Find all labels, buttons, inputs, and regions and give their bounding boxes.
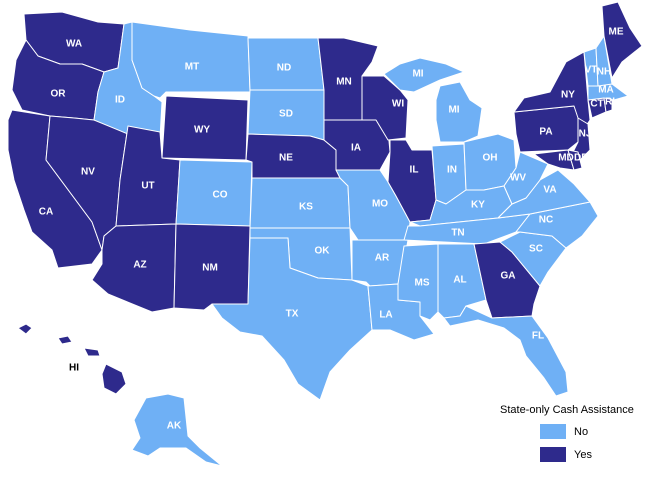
state-me[interactable] (601, 1, 643, 79)
state-wi[interactable] (361, 75, 409, 141)
label-az: AZ (133, 260, 146, 271)
state-de[interactable] (567, 149, 583, 171)
label-wv: WV (510, 173, 526, 184)
state-nh[interactable] (595, 35, 613, 87)
label-ok: OK (315, 246, 331, 257)
label-ne: NE (279, 153, 293, 164)
label-md: MD (558, 153, 574, 164)
label-wy: WY (194, 125, 210, 136)
label-ms: MS (415, 278, 430, 289)
label-nc: NC (539, 215, 553, 226)
state-fl[interactable] (443, 305, 569, 397)
legend-swatch-yes (540, 447, 566, 462)
label-ar: AR (375, 253, 390, 264)
state-hi[interactable] (17, 323, 127, 395)
state-ak[interactable] (131, 393, 223, 467)
label-vt: VT (585, 65, 598, 76)
state-mt[interactable] (131, 21, 251, 99)
label-il: IL (410, 165, 419, 176)
label-oh: OH (483, 153, 498, 164)
label-nj: NJ (579, 129, 592, 140)
label-ia: IA (351, 143, 361, 154)
label-fl: FL (532, 331, 544, 342)
label-mi-lower: MI (448, 105, 459, 116)
hawaii-island-big (101, 363, 127, 395)
label-pa: PA (539, 127, 552, 138)
label-ri: RI (605, 97, 615, 108)
state-mi-lower[interactable] (435, 81, 483, 143)
state-tx[interactable] (211, 237, 373, 401)
label-ma: MA (598, 85, 614, 96)
hawaii-island-maui (83, 347, 101, 357)
label-nh: NH (597, 67, 611, 78)
label-ca: CA (39, 207, 53, 218)
label-co: CO (213, 190, 228, 201)
label-va: VA (543, 185, 556, 196)
label-ak: AK (167, 421, 182, 432)
label-mo: MO (372, 199, 388, 210)
label-sc: SC (529, 244, 543, 255)
label-nv: NV (81, 167, 95, 178)
label-tn: TN (451, 228, 464, 239)
label-mi-upper: MI (412, 69, 423, 80)
label-nm: NM (202, 263, 218, 274)
label-ct: CT (590, 99, 603, 110)
label-ks: KS (299, 202, 313, 213)
state-mi-upper[interactable] (383, 57, 465, 93)
label-hi: HI (69, 363, 79, 374)
label-or: OR (51, 89, 67, 100)
label-ky: KY (471, 200, 485, 211)
label-de: DE (574, 153, 588, 164)
legend-label-yes: Yes (574, 448, 592, 461)
label-wa: WA (66, 39, 82, 50)
label-sd: SD (279, 109, 293, 120)
legend-label-no: No (574, 425, 589, 438)
label-mt: MT (185, 62, 199, 73)
label-ny: NY (561, 90, 575, 101)
label-wi: WI (392, 99, 404, 110)
legend-title: State-only Cash Assistance (500, 404, 634, 416)
legend-item-yes: Yes (540, 447, 640, 462)
label-ga: GA (501, 271, 516, 282)
legend-swatch-no (540, 424, 566, 439)
label-in: IN (447, 165, 457, 176)
label-mn: MN (336, 77, 352, 88)
legend: State-only Cash Assistance No Yes (500, 404, 640, 470)
label-ut: UT (141, 181, 154, 192)
label-id: ID (115, 95, 125, 106)
label-al: AL (453, 275, 466, 286)
hawaii-island-kauai (17, 323, 33, 335)
legend-item-no: No (540, 424, 640, 439)
label-tx: TX (286, 309, 299, 320)
hawaii-island-oahu (57, 335, 73, 345)
label-me: ME (609, 27, 624, 38)
label-nd: ND (277, 63, 291, 74)
state-md[interactable] (533, 149, 575, 171)
label-la: LA (379, 310, 392, 321)
